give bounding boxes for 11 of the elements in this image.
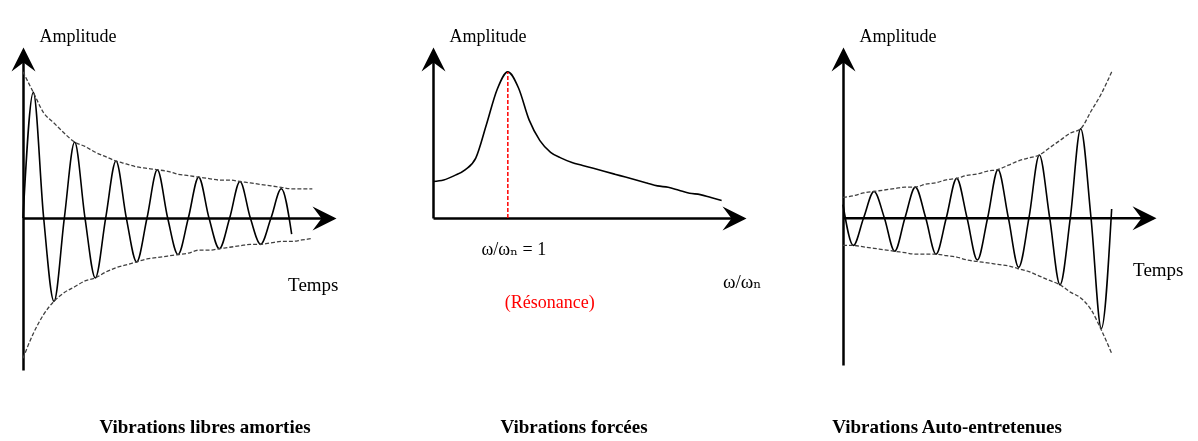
text: (Résonance) (504, 292, 595, 312)
text: Vibrations libres amorties (99, 416, 311, 437)
x-axis-title: Temps (288, 273, 339, 295)
y-axis-title: Amplitude (39, 25, 117, 46)
x-axis-title: ω/ωₙ (722, 270, 762, 292)
text: ω/ωₙ = 1 (481, 239, 547, 259)
text: Vibrations forcées (500, 416, 648, 437)
y-axis-title: Amplitude (449, 25, 527, 46)
text: Vibrations Auto-entretenues (832, 416, 1062, 437)
x-axis-title: Temps (1133, 259, 1184, 281)
y-axis-title: Amplitude (859, 25, 937, 46)
